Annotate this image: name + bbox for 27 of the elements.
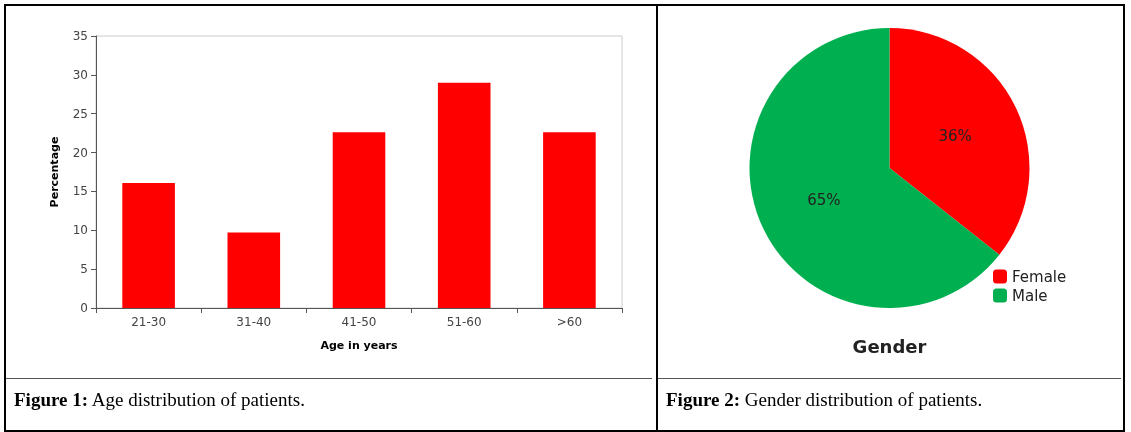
x-tick-label: 41-50 (341, 315, 377, 329)
data-label: 65% (807, 190, 841, 209)
y-tick-label: 10 (72, 223, 88, 238)
y-tick-label: 30 (72, 67, 88, 82)
y-tick-label: 5 (80, 262, 88, 277)
bar (332, 132, 386, 308)
y-tick-label: 25 (72, 106, 88, 121)
bar (543, 132, 596, 308)
y-axis-title: Percentage (48, 136, 61, 208)
caption: Figure 1: Age distribution of patients. (13, 388, 306, 412)
bar (122, 182, 175, 308)
x-axis-title: Age in years (320, 339, 399, 352)
x-tick-label: >60 (556, 315, 583, 329)
text: Gender (852, 335, 927, 357)
x-tick-label: 21-30 (131, 315, 167, 329)
x-tick-label: 31-40 (236, 315, 272, 329)
legend-label: Male (1012, 286, 1048, 305)
y-tick-label: 0 (80, 301, 88, 315)
legend-label: Female (1012, 267, 1067, 286)
y-tick-label: 20 (72, 145, 88, 160)
data-label: 36% (938, 127, 972, 146)
caption: Figure 2: Gender distribution of patients. (665, 388, 984, 412)
bar (227, 232, 281, 308)
x-tick-label: 51-60 (446, 315, 482, 329)
y-tick-label: 15 (72, 184, 88, 199)
bar (437, 82, 491, 308)
y-tick-label: 35 (72, 29, 88, 43)
